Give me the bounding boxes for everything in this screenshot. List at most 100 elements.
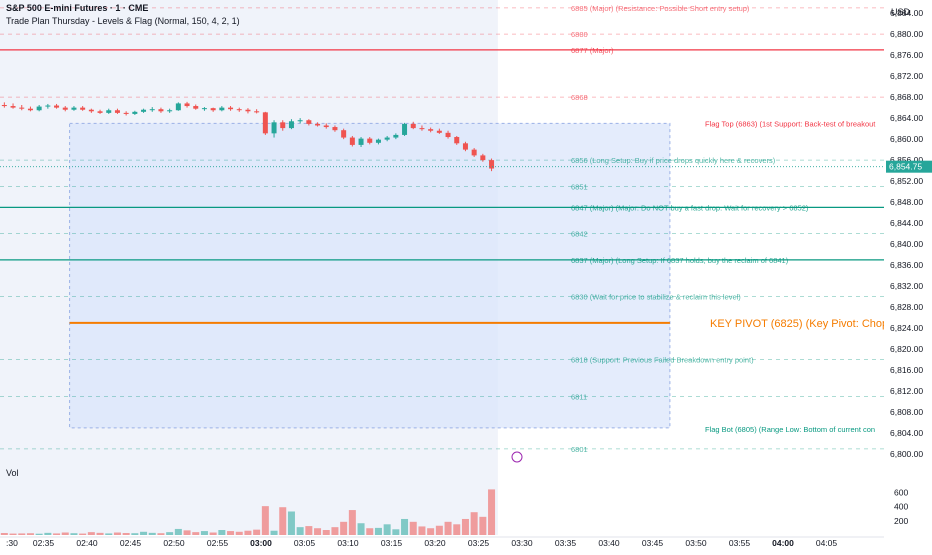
candle-body xyxy=(245,109,251,112)
volume-bar xyxy=(261,506,269,535)
candle-body xyxy=(271,122,277,134)
candle-body xyxy=(349,137,355,145)
candle-body xyxy=(27,108,33,111)
volume-bar xyxy=(87,532,95,535)
volume-bar xyxy=(296,527,304,535)
level-label-6847: 6847 (Major) (Major: Do NOT buy a fast d… xyxy=(571,203,809,212)
flag-box xyxy=(69,122,671,429)
candle-body xyxy=(141,109,147,112)
price-tick: 6,880.00 xyxy=(890,29,923,39)
time-tick: 03:05 xyxy=(294,538,316,548)
level-label-6851: 6851 xyxy=(571,182,588,191)
candle-body xyxy=(384,137,390,140)
volume-bar xyxy=(122,533,130,535)
volume-bar xyxy=(244,530,252,535)
volume-bar xyxy=(357,523,365,535)
volume-bar xyxy=(322,530,330,535)
volume-pane-label: Vol xyxy=(6,468,19,478)
volume-bar xyxy=(53,533,61,535)
volume-bar xyxy=(340,521,348,535)
volume-bar xyxy=(488,489,496,535)
price-axis: 6,884.00 6,880.00 6,876.00 6,872.00 6,868.00… xyxy=(884,0,932,550)
price-tick: 6,804.00 xyxy=(890,428,923,438)
volume-bar xyxy=(461,518,469,535)
time-tick: 04:05 xyxy=(816,538,838,548)
time-tick: 02:40 xyxy=(76,538,98,548)
time-tick: 03:25 xyxy=(468,538,490,548)
time-tick: 02:55 xyxy=(207,538,229,548)
time-tick: 02:45 xyxy=(120,538,142,548)
volume-bar xyxy=(140,531,148,535)
candle-body xyxy=(228,107,234,110)
pivot-label: KEY PIVOT (6825) (Key Pivot: Choppy xyxy=(710,318,900,330)
candle-body xyxy=(454,137,460,144)
volume-bar xyxy=(131,533,139,535)
candle-body xyxy=(106,110,112,113)
price-tick: 6,800.00 xyxy=(890,449,923,459)
price-tick: 6,856.00 xyxy=(890,155,923,165)
symbol-title[interactable]: S&P 500 E-mini Futures · 1 · CME xyxy=(6,3,149,13)
volume-bar xyxy=(18,533,26,535)
volume-bar xyxy=(253,529,261,535)
time-tick: 03:20 xyxy=(424,538,446,548)
time-tick: 03:15 xyxy=(381,538,403,548)
volume-bar xyxy=(470,512,478,535)
candle-body xyxy=(419,128,425,130)
volume-bar xyxy=(148,532,156,535)
candle-body xyxy=(149,109,155,111)
price-tick: 6,848.00 xyxy=(890,197,923,207)
volume-bar xyxy=(235,531,243,535)
volume-bar xyxy=(9,533,17,535)
level-label-6830: 6830 (Wait for price to stabilize & recl… xyxy=(571,293,741,302)
volume-tick: 600 xyxy=(894,487,908,497)
price-tick: 6,828.00 xyxy=(890,302,923,312)
lightning-icon xyxy=(511,451,523,463)
level-label-6801: 6801 xyxy=(571,445,588,454)
time-tick: 02:35 xyxy=(33,538,55,548)
price-tick: 6,860.00 xyxy=(890,134,923,144)
volume-tick: 200 xyxy=(894,516,908,526)
candle-body xyxy=(175,103,181,111)
volume-bar xyxy=(331,527,339,535)
level-label-6880: 6880 xyxy=(571,30,588,39)
volume-bar xyxy=(444,521,452,535)
candle-body xyxy=(402,123,408,135)
volume-bar xyxy=(157,533,165,535)
price-tick: 6,876.00 xyxy=(890,50,923,60)
candle-body xyxy=(254,111,260,113)
time-tick: :30 xyxy=(6,538,18,548)
candle-body xyxy=(158,109,164,112)
candle-body xyxy=(219,107,225,111)
price-tick: 6,808.00 xyxy=(890,407,923,417)
volume-tick: 400 xyxy=(894,502,908,512)
candle-body xyxy=(306,120,312,124)
volume-bar xyxy=(401,518,409,535)
candle-body xyxy=(410,123,416,129)
time-tick: 03:50 xyxy=(685,538,707,548)
volume-bar xyxy=(218,530,226,535)
level-label-6877: 6877 (Major) xyxy=(571,46,614,55)
volume-bar xyxy=(61,532,69,535)
candle-body xyxy=(193,106,199,109)
volume-bar xyxy=(374,527,382,535)
volume-bar xyxy=(479,516,487,535)
time-tick: 03:55 xyxy=(729,538,751,548)
volume-bar xyxy=(44,532,52,535)
candle-body xyxy=(54,105,60,108)
level-label-6818: 6818 (Support: Previous Failed Breakdown… xyxy=(571,356,754,365)
price-tick: 6,844.00 xyxy=(890,218,923,228)
volume-bar xyxy=(270,530,278,535)
volume-bar xyxy=(314,528,322,535)
candle-body xyxy=(114,110,120,113)
volume-bar xyxy=(366,528,374,535)
candle-body xyxy=(297,120,303,122)
candle-body xyxy=(1,105,7,107)
current-price-badge xyxy=(886,160,932,173)
indicator-legend[interactable]: Trade Plan Thursday - Levels & Flag (Nor… xyxy=(6,16,240,26)
candle-body xyxy=(332,127,338,131)
volume-bar xyxy=(96,532,104,535)
candle-body xyxy=(393,134,399,138)
volume-bar xyxy=(383,524,391,535)
